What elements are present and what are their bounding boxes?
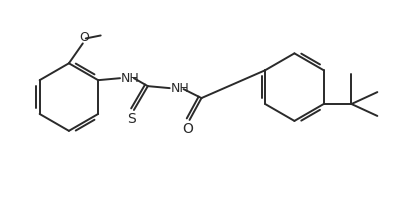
- Text: O: O: [79, 31, 89, 44]
- Text: S: S: [128, 112, 136, 126]
- Text: O: O: [182, 122, 193, 136]
- Text: NH: NH: [121, 72, 140, 85]
- Text: NH: NH: [171, 82, 190, 95]
